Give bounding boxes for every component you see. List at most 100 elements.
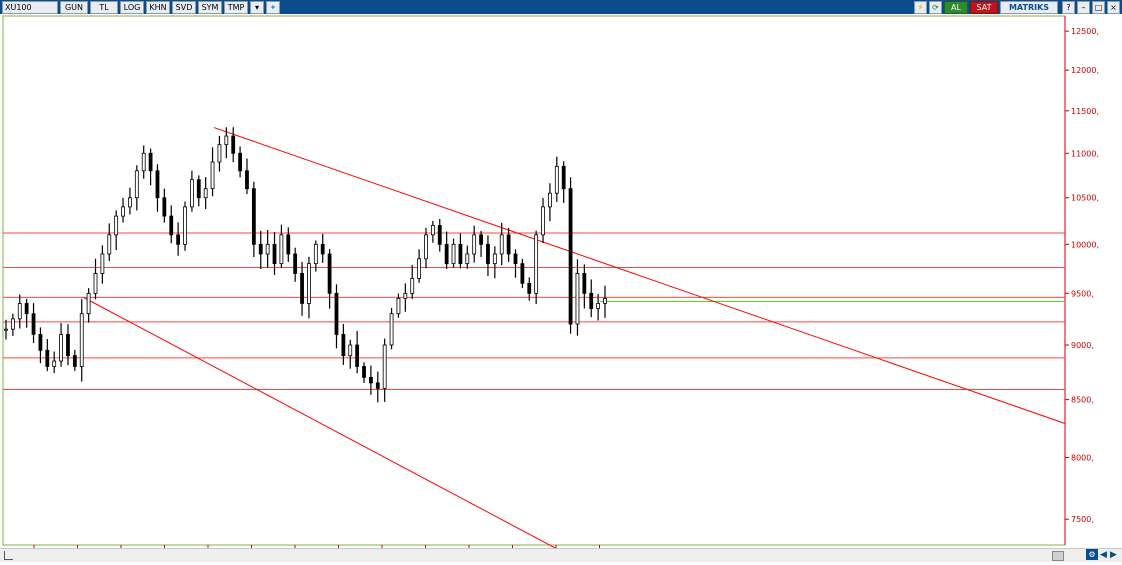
y-tick-label: 8000, bbox=[1071, 454, 1094, 463]
candle-body bbox=[66, 334, 70, 357]
settings-icon[interactable]: ⚙ bbox=[1086, 549, 1098, 560]
candle-body bbox=[465, 253, 470, 265]
candle-body bbox=[492, 253, 497, 265]
candle-body bbox=[341, 334, 346, 357]
brand-logo: MATRIKS bbox=[1000, 1, 1058, 14]
minimize-icon[interactable]: – bbox=[1077, 1, 1090, 14]
currency-button[interactable]: TL bbox=[90, 1, 118, 14]
trend-layer bbox=[83, 127, 1066, 553]
symbol-selector[interactable]: XU100 bbox=[2, 1, 58, 14]
lightning-icon[interactable]: ⚡ bbox=[914, 1, 927, 14]
chart-toolbar: XU100 GUN TL LOG KHN SVD SYM TMP ▾ ✦ ⚡ ⟳… bbox=[0, 0, 1122, 14]
candle-body bbox=[513, 253, 518, 265]
candle-body bbox=[561, 166, 566, 190]
period-button[interactable]: GUN bbox=[60, 1, 88, 14]
candle-body bbox=[313, 243, 318, 265]
candle-body bbox=[17, 303, 22, 320]
candle-body bbox=[589, 292, 594, 309]
candle-body bbox=[520, 263, 525, 284]
candle-body bbox=[300, 273, 304, 304]
candle-body bbox=[307, 263, 311, 304]
candle-body bbox=[506, 234, 511, 255]
candle-body bbox=[72, 355, 77, 367]
candle-body bbox=[541, 206, 545, 236]
scroll-next-icon[interactable]: ▶ bbox=[1110, 550, 1117, 560]
refresh-icon[interactable]: ⟳ bbox=[929, 1, 942, 14]
candle-body bbox=[362, 366, 366, 378]
candle-body bbox=[52, 360, 57, 367]
candle-body bbox=[458, 243, 463, 265]
sell-button[interactable]: SAT bbox=[970, 1, 998, 14]
buy-button[interactable]: AL bbox=[944, 1, 968, 14]
trend-line bbox=[83, 296, 563, 553]
candle-body bbox=[369, 376, 373, 384]
price-chart[interactable]: 12500, 12000, 11500, 11000, 10500, 10000, 9500… bbox=[0, 14, 1122, 561]
candle-body bbox=[114, 215, 119, 236]
trend-line bbox=[213, 127, 1066, 424]
sym-button[interactable]: SYM bbox=[198, 1, 222, 14]
y-tick-label: 8500, bbox=[1071, 396, 1094, 405]
y-tick-label: 10000, bbox=[1071, 240, 1099, 249]
y-tick-label: 12500, bbox=[1071, 27, 1099, 36]
candle-body bbox=[430, 225, 435, 236]
candle-body bbox=[176, 234, 181, 245]
candle-body bbox=[596, 303, 601, 309]
dropdown-arrow-icon[interactable]: ▾ bbox=[250, 1, 264, 14]
candle-body bbox=[24, 303, 29, 315]
y-tick-label: 7500, bbox=[1071, 515, 1094, 524]
candle-body bbox=[527, 282, 532, 294]
candle-body bbox=[100, 253, 105, 274]
candle-body bbox=[238, 152, 242, 172]
candle-body bbox=[93, 273, 98, 294]
candle-body bbox=[251, 188, 256, 245]
tmp-button[interactable]: TMP bbox=[224, 1, 248, 14]
candle-body bbox=[499, 234, 504, 255]
candle-body bbox=[183, 206, 187, 245]
candle-body bbox=[141, 152, 146, 172]
candle-body bbox=[334, 292, 339, 335]
candle-body bbox=[451, 243, 456, 265]
scroll-prev-icon[interactable]: ◀ bbox=[1100, 550, 1107, 560]
close-icon[interactable]: × bbox=[1107, 1, 1120, 14]
chart-scrollbar[interactable]: ⚙ ◀ ▶ bbox=[0, 548, 1122, 562]
candle-body bbox=[603, 297, 607, 304]
candle-body bbox=[286, 234, 291, 255]
plot-frame bbox=[2, 15, 1066, 546]
candle-body bbox=[327, 253, 332, 294]
candle-body bbox=[389, 313, 394, 346]
candle-body bbox=[424, 234, 428, 260]
svd-button[interactable]: SVD bbox=[172, 1, 196, 14]
chart-area[interactable]: 12500, 12000, 11500, 11000, 10500, 10000, 9500… bbox=[0, 14, 1122, 561]
candle-body bbox=[196, 179, 201, 199]
candle-body bbox=[155, 170, 160, 199]
candle-body bbox=[279, 234, 284, 265]
candle-body bbox=[568, 188, 573, 325]
log-button[interactable]: LOG bbox=[120, 1, 144, 14]
y-tick-label: 9500, bbox=[1071, 289, 1094, 298]
candle-body bbox=[444, 243, 449, 265]
maximize-icon[interactable]: □ bbox=[1092, 1, 1105, 14]
scroll-thumb[interactable] bbox=[1052, 551, 1064, 561]
candle-body bbox=[486, 243, 490, 265]
y-tick-label: 12000, bbox=[1071, 66, 1099, 75]
y-tick-label: 11000, bbox=[1071, 149, 1099, 158]
candle-body bbox=[548, 192, 552, 208]
candle-body bbox=[128, 197, 132, 208]
candle-body bbox=[45, 349, 50, 367]
candle-body bbox=[217, 144, 222, 163]
candle-body bbox=[375, 382, 380, 389]
candle-body bbox=[134, 170, 139, 199]
candle-body bbox=[189, 179, 194, 208]
candle-body bbox=[86, 292, 91, 315]
candle-body bbox=[59, 334, 63, 362]
candle-body bbox=[479, 234, 483, 245]
twitter-icon[interactable]: ✦ bbox=[266, 1, 280, 14]
candle-body bbox=[38, 334, 43, 351]
candle-body bbox=[169, 215, 174, 236]
candle-body bbox=[320, 243, 325, 255]
khn-button[interactable]: KHN bbox=[146, 1, 170, 14]
help-icon[interactable]: ? bbox=[1062, 1, 1075, 14]
y-ticks: 12500, 12000, 11500, 11000, 10500, 10000, 9500… bbox=[1065, 27, 1099, 524]
candle-body bbox=[245, 170, 249, 190]
scroll-left-icon[interactable] bbox=[4, 551, 13, 560]
